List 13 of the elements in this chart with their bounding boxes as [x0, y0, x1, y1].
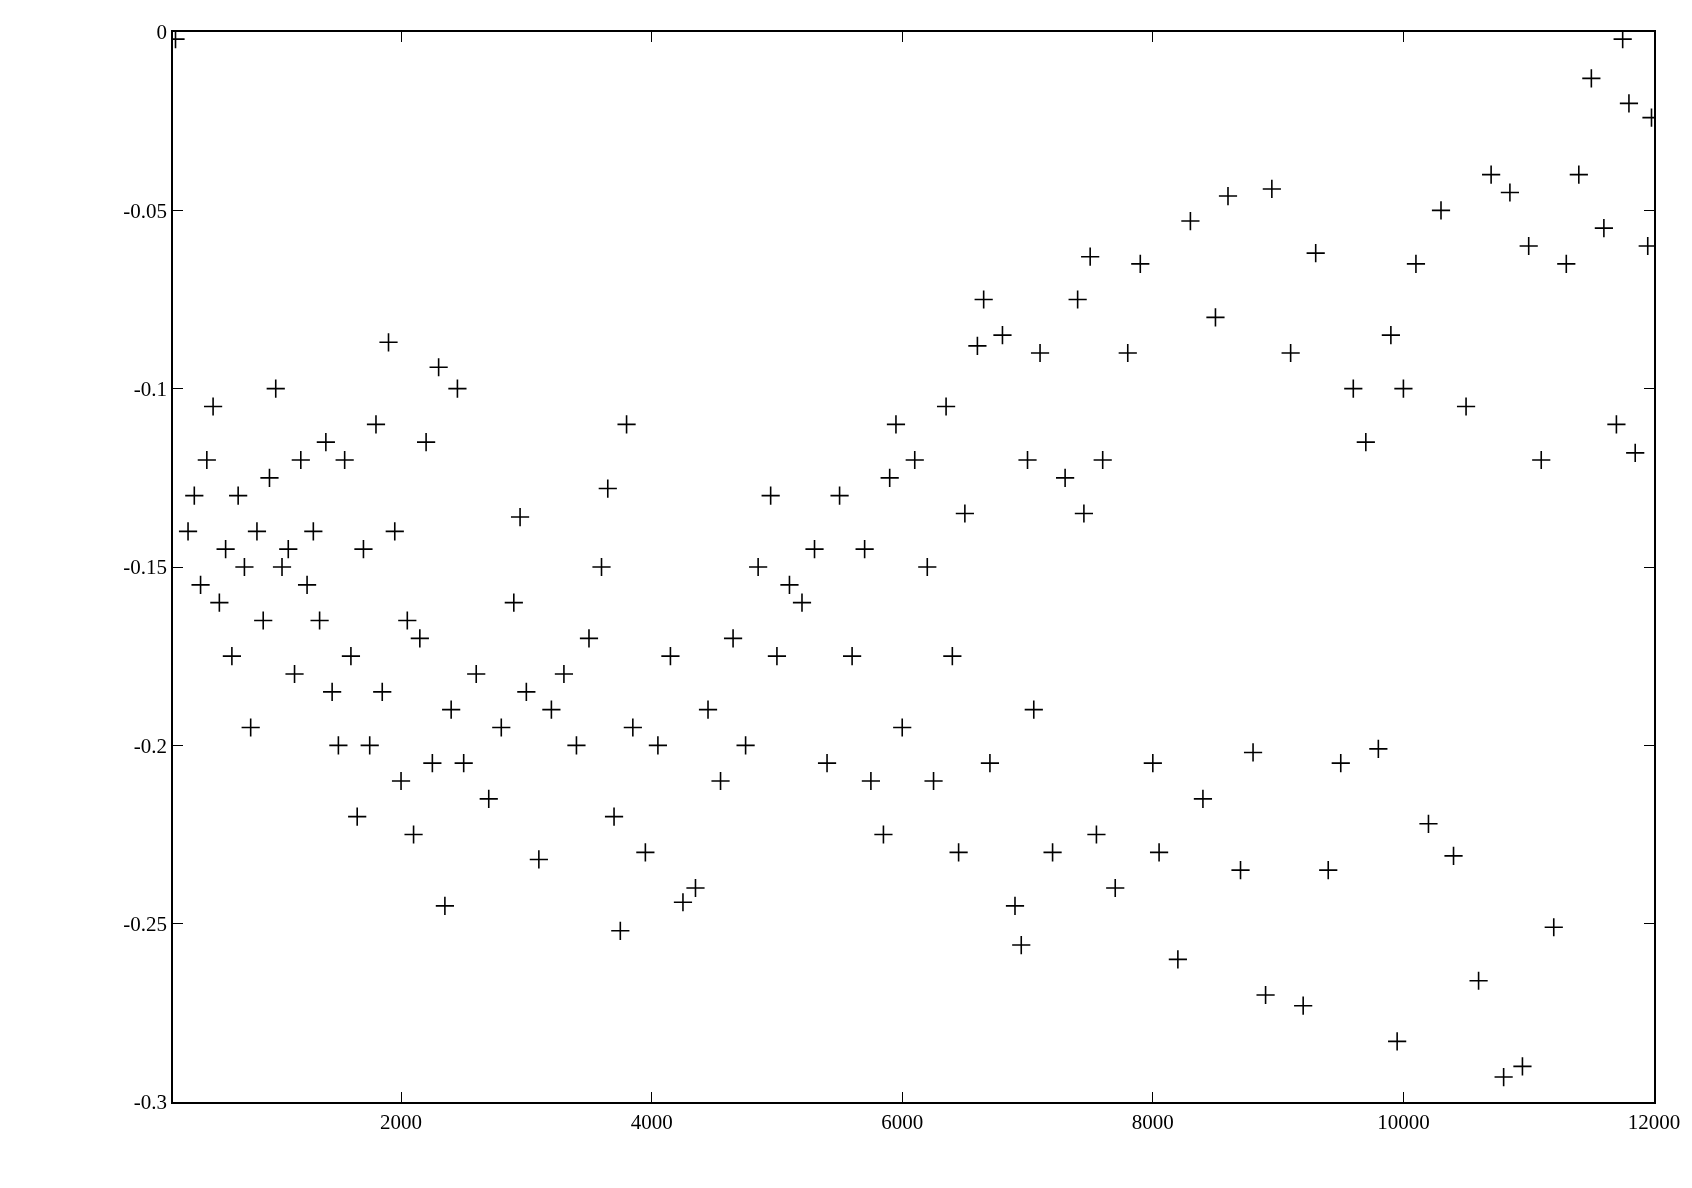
x-tick-label: 10000	[1377, 1109, 1430, 1134]
x-tick-label: 2000	[380, 1109, 423, 1134]
y-tick-label: -0.15	[123, 555, 168, 580]
y-tick-label: 0	[156, 20, 168, 45]
x-tick-label: 4000	[630, 1109, 673, 1134]
x-tick-label: 12000	[1627, 1109, 1681, 1134]
y-tick-label: -0.1	[133, 377, 168, 402]
y-tick-label: -0.25	[123, 912, 168, 937]
y-tick-label: -0.2	[133, 733, 168, 758]
x-tick-label: 6000	[881, 1109, 924, 1134]
y-tick-label: -0.3	[133, 1090, 168, 1115]
x-tick-label: 8000	[1131, 1109, 1174, 1134]
y-tick-label: -0.05	[123, 198, 168, 223]
